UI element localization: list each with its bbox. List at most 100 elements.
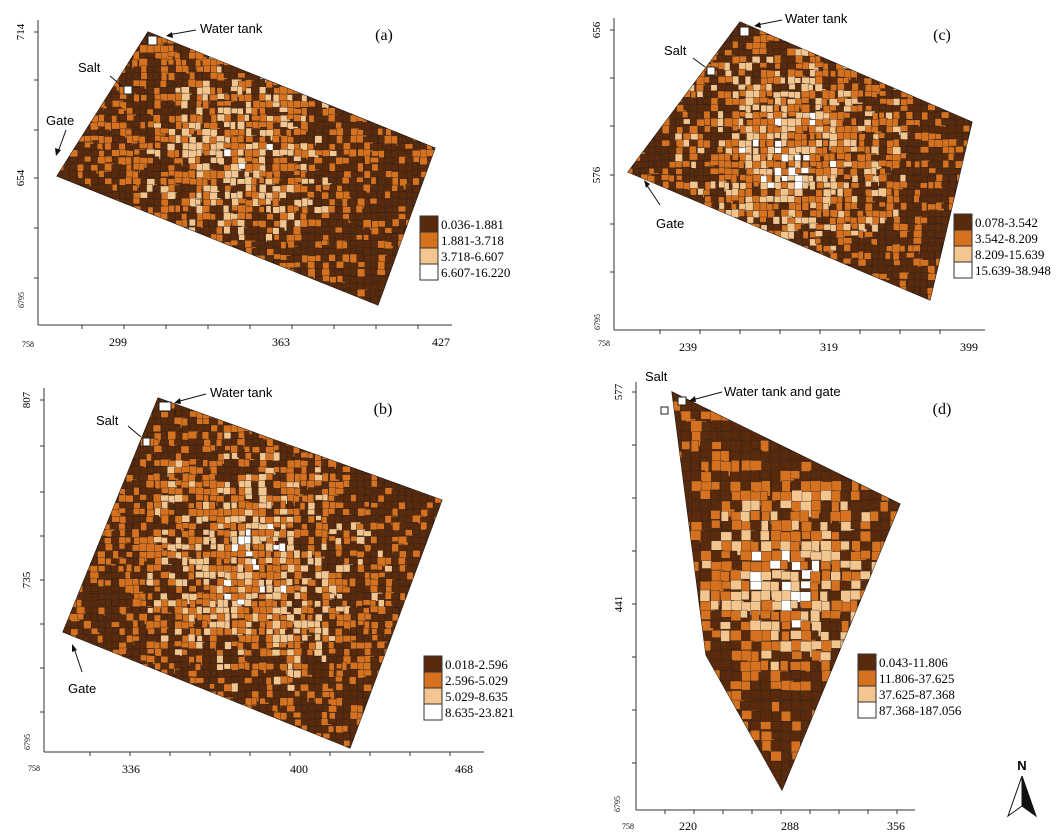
voronoi-cell bbox=[154, 79, 161, 85]
voronoi-cell bbox=[634, 286, 645, 294]
voronoi-cell bbox=[365, 454, 374, 463]
voronoi-cell bbox=[106, 269, 114, 279]
voronoi-cell bbox=[63, 101, 70, 112]
voronoi-cell bbox=[775, 29, 781, 38]
voronoi-cell bbox=[962, 169, 967, 180]
voronoi-cell bbox=[133, 213, 143, 222]
voronoi-cell bbox=[273, 46, 279, 56]
voronoi-cell bbox=[956, 83, 965, 94]
voronoi-cell bbox=[196, 233, 201, 243]
voronoi-cell bbox=[662, 36, 668, 43]
voronoi-cell bbox=[153, 276, 159, 285]
voronoi-cell bbox=[266, 81, 273, 88]
voronoi-cell bbox=[747, 280, 755, 289]
voronoi-cell bbox=[766, 272, 775, 282]
voronoi-cell bbox=[711, 111, 717, 116]
voronoi-cell bbox=[914, 84, 922, 95]
voronoi-cell bbox=[900, 280, 907, 286]
voronoi-cell bbox=[63, 221, 71, 229]
voronoi-cell bbox=[350, 79, 360, 90]
voronoi-cell bbox=[626, 98, 633, 104]
voronoi-cell bbox=[414, 130, 425, 137]
voronoi-cell bbox=[878, 188, 887, 197]
voronoi-cell bbox=[760, 267, 767, 278]
voronoi-cell bbox=[670, 90, 680, 96]
voronoi-cell bbox=[301, 405, 310, 413]
voronoi-cell bbox=[950, 287, 960, 296]
voronoi-cell bbox=[662, 106, 668, 113]
voronoi-cell bbox=[879, 34, 889, 42]
voronoi-cell bbox=[69, 404, 78, 413]
voronoi-cell bbox=[717, 83, 727, 91]
voronoi-cell bbox=[689, 146, 696, 154]
voronoi-cell bbox=[148, 248, 157, 259]
voronoi-cell bbox=[246, 283, 252, 291]
voronoi-cell bbox=[393, 289, 400, 294]
voronoi-cell bbox=[133, 219, 143, 230]
voronoi-cell bbox=[62, 44, 72, 51]
voronoi-cell bbox=[99, 213, 109, 223]
voronoi-cell bbox=[372, 101, 382, 108]
voronoi-cell bbox=[62, 290, 67, 301]
voronoi-cell bbox=[84, 396, 92, 406]
voronoi-cell bbox=[759, 210, 767, 218]
voronoi-cell bbox=[956, 34, 964, 44]
voronoi-cell bbox=[440, 474, 450, 485]
voronoi-cell bbox=[141, 269, 149, 279]
voronoi-cell bbox=[62, 73, 69, 78]
voronoi-cell bbox=[886, 210, 892, 217]
voronoi-cell bbox=[684, 63, 691, 73]
voronoi-cell bbox=[78, 289, 86, 299]
voronoi-cell bbox=[99, 277, 106, 287]
voronoi-cell bbox=[406, 475, 412, 481]
voronoi-cell bbox=[406, 433, 412, 440]
voronoi-cell bbox=[697, 267, 708, 276]
y-tick-mid-a: 654 bbox=[15, 169, 27, 186]
voronoi-cell bbox=[183, 242, 193, 249]
voronoi-cell bbox=[120, 276, 126, 286]
voronoi-cell bbox=[773, 154, 781, 161]
voronoi-cell bbox=[392, 297, 401, 306]
voronoi-cell bbox=[63, 129, 74, 140]
voronoi-cell bbox=[661, 266, 668, 273]
voronoi-cell bbox=[788, 288, 799, 298]
voronoi-cell bbox=[281, 431, 287, 437]
voronoi-cell bbox=[803, 273, 811, 281]
voronoi-cell bbox=[781, 85, 789, 92]
voronoi-cell bbox=[823, 84, 830, 89]
voronoi-cell bbox=[406, 261, 415, 267]
voronoi-cell bbox=[55, 228, 66, 235]
voronoi-cell bbox=[894, 48, 902, 53]
voronoi-cell bbox=[55, 73, 65, 79]
voronoi-cell bbox=[823, 252, 829, 260]
voronoi-cell bbox=[435, 425, 441, 436]
voronoi-cell bbox=[371, 454, 379, 462]
voronoi-cell bbox=[70, 256, 79, 264]
voronoi-cell bbox=[364, 305, 372, 312]
voronoi-cell bbox=[936, 259, 946, 266]
voronoi-cell bbox=[698, 259, 708, 267]
voronoi-cell bbox=[85, 445, 90, 454]
voronoi-cell bbox=[293, 45, 302, 53]
voronoi-cell bbox=[294, 109, 302, 114]
voronoi-cell bbox=[309, 31, 319, 38]
voronoi-cell bbox=[942, 56, 949, 65]
voronoi-cell bbox=[851, 28, 861, 38]
voronoi-cell bbox=[386, 52, 391, 60]
voronoi-cell bbox=[710, 238, 718, 244]
voronoi-cell bbox=[77, 460, 86, 468]
voronoi-cell bbox=[287, 304, 293, 314]
voronoi-cell bbox=[112, 459, 123, 464]
voronoi-cell bbox=[697, 232, 705, 243]
voronoi-cell bbox=[343, 31, 354, 42]
voronoi-cell bbox=[850, 56, 857, 67]
voronoi-cell bbox=[808, 295, 816, 302]
voronoi-cell bbox=[907, 300, 917, 307]
voronoi-cell bbox=[56, 297, 62, 305]
voronoi-cell bbox=[704, 77, 710, 83]
voronoi-cell bbox=[118, 109, 124, 115]
voronoi-cell bbox=[337, 38, 345, 43]
voronoi-cell bbox=[886, 238, 892, 245]
voronoi-cell bbox=[188, 261, 196, 266]
voronoi-cell bbox=[872, 56, 880, 64]
